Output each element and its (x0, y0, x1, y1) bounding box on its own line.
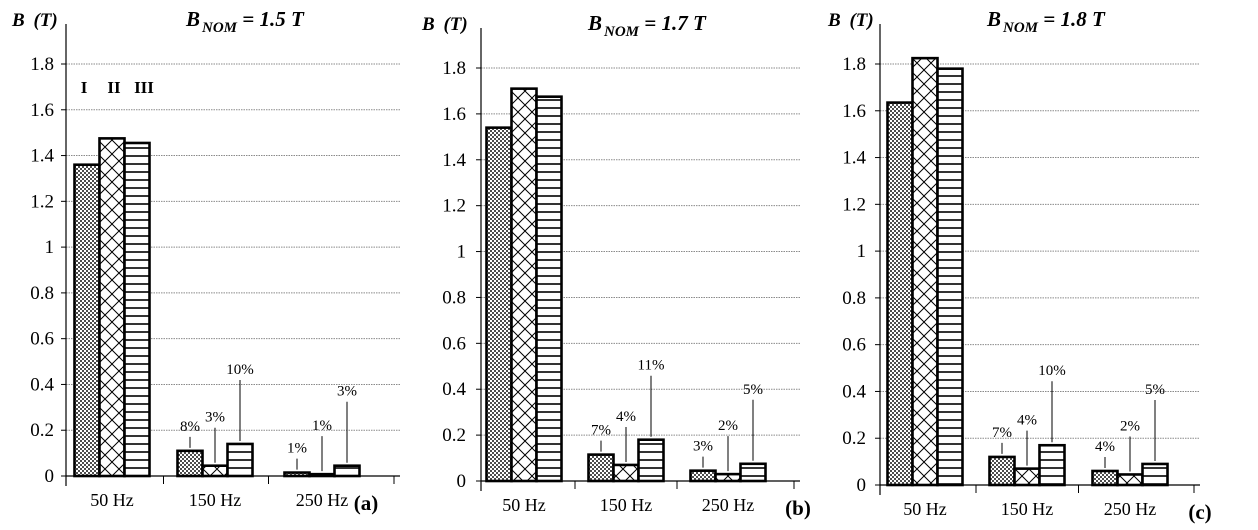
bar-i (283, 471, 311, 478)
annotation-label: 5% (743, 382, 763, 398)
bar-ii (1116, 473, 1144, 487)
annotation-label: 10% (1038, 363, 1066, 379)
y-tick-label: 1.4 (442, 150, 466, 171)
y-tick-label: 1.6 (30, 100, 54, 121)
y-tick-label: 0.8 (842, 288, 866, 309)
bar-ii (911, 56, 939, 487)
x-category-label: 50 Hz (90, 490, 134, 510)
y-tick-label: 1.6 (442, 104, 466, 125)
y-tick-label: 0.6 (442, 333, 466, 354)
bar-i (988, 455, 1016, 487)
bar-iii (637, 438, 665, 483)
bar-ii (1013, 467, 1041, 487)
panel-label: (c) (1188, 500, 1211, 524)
bar-ii (510, 87, 538, 483)
y-tick-label: 0.2 (442, 425, 466, 446)
bar-ii (98, 137, 126, 478)
bar-iii (535, 95, 563, 483)
y-tick-label: 0 (857, 475, 867, 496)
x-category-label: 250 Hz (702, 495, 755, 515)
y-tick-label: 0.6 (30, 329, 54, 350)
annotation-label: 8% (180, 419, 200, 435)
x-category-label: 250 Hz (1104, 499, 1157, 519)
y-tick-label: 1.2 (842, 194, 866, 215)
annotation-label: 7% (591, 423, 611, 439)
annotation-label: 3% (205, 410, 225, 426)
y-tick-label: 1.8 (842, 54, 866, 75)
y-tick-label: 1.2 (442, 196, 466, 217)
bar-iii (1038, 443, 1066, 487)
y-tick-label: 1 (45, 237, 55, 258)
x-category-label: 150 Hz (1001, 499, 1054, 519)
bar-iii (226, 442, 254, 478)
annotation-label: 3% (693, 439, 713, 455)
annotation-label: 1% (287, 441, 307, 457)
y-tick-label: 0.6 (842, 335, 866, 356)
bar-i (587, 453, 615, 483)
y-tick-label: 1 (857, 241, 867, 262)
chart-title: B NOM = 1.5 T (185, 7, 305, 36)
bar-iii (936, 67, 964, 487)
y-tick-label: 0.2 (842, 428, 866, 449)
bar-i (886, 101, 914, 487)
y-tick-label: 0.4 (842, 381, 866, 402)
y-tick-label: 1.6 (842, 101, 866, 122)
legend-label-ii: II (107, 78, 121, 97)
annotation-label: 1% (312, 418, 332, 434)
panel-label: (b) (785, 496, 811, 520)
annotation-label: 11% (638, 358, 665, 374)
bar-iii (739, 462, 767, 483)
bar-ii (714, 472, 742, 483)
bar-ii (201, 464, 229, 478)
y-tick-label: 0.4 (30, 374, 54, 395)
y-tick-label: 1.4 (30, 146, 54, 167)
chart-title: B NOM = 1.7 T (587, 11, 707, 40)
y-tick-label: 0.2 (30, 420, 54, 441)
x-category-label: 150 Hz (600, 495, 653, 515)
y-tick-label: 1.4 (842, 148, 866, 169)
bar-iii (1141, 462, 1169, 487)
y-axis-label: B (T) (421, 14, 468, 35)
x-category-label: 150 Hz (189, 490, 242, 510)
annotation-label: 2% (718, 418, 738, 434)
x-category-label: 50 Hz (903, 499, 947, 519)
y-tick-label: 0.4 (442, 379, 466, 400)
bar-i (689, 469, 717, 483)
annotation-label: 4% (616, 409, 636, 425)
legend-label-i: I (81, 78, 88, 97)
bar-ii (308, 472, 336, 478)
bar-ii (612, 463, 640, 483)
y-tick-label: 0.8 (30, 283, 54, 304)
legend-label-iii: III (134, 78, 154, 97)
y-tick-label: 1.8 (442, 58, 466, 79)
x-category-label: 50 Hz (502, 495, 546, 515)
y-tick-label: 0.8 (442, 287, 466, 308)
bar-i (73, 163, 101, 478)
y-tick-label: 1.2 (30, 191, 54, 212)
annotation-label: 4% (1017, 413, 1037, 429)
bar-i (1091, 469, 1119, 487)
bar-iii (333, 464, 361, 478)
y-tick-label: 1 (457, 242, 467, 263)
annotation-label: 10% (226, 362, 254, 378)
annotation-label: 5% (1145, 382, 1165, 398)
bar-i (485, 126, 513, 483)
annotation-label: 7% (992, 425, 1012, 441)
annotation-label: 2% (1120, 418, 1140, 434)
panel-label: (a) (354, 491, 379, 515)
annotation-label: 4% (1095, 439, 1115, 455)
chart-title: B NOM = 1.8 T (986, 7, 1106, 36)
annotation-label: 3% (337, 384, 357, 400)
y-tick-label: 0 (45, 466, 55, 487)
y-axis-label: B (T) (11, 10, 58, 31)
bar-i (176, 449, 204, 478)
y-axis-label: B (T) (827, 10, 874, 31)
x-category-label: 250 Hz (296, 490, 349, 510)
y-tick-label: 1.8 (30, 54, 54, 75)
bar-iii (123, 141, 151, 478)
y-tick-label: 0 (457, 471, 467, 492)
